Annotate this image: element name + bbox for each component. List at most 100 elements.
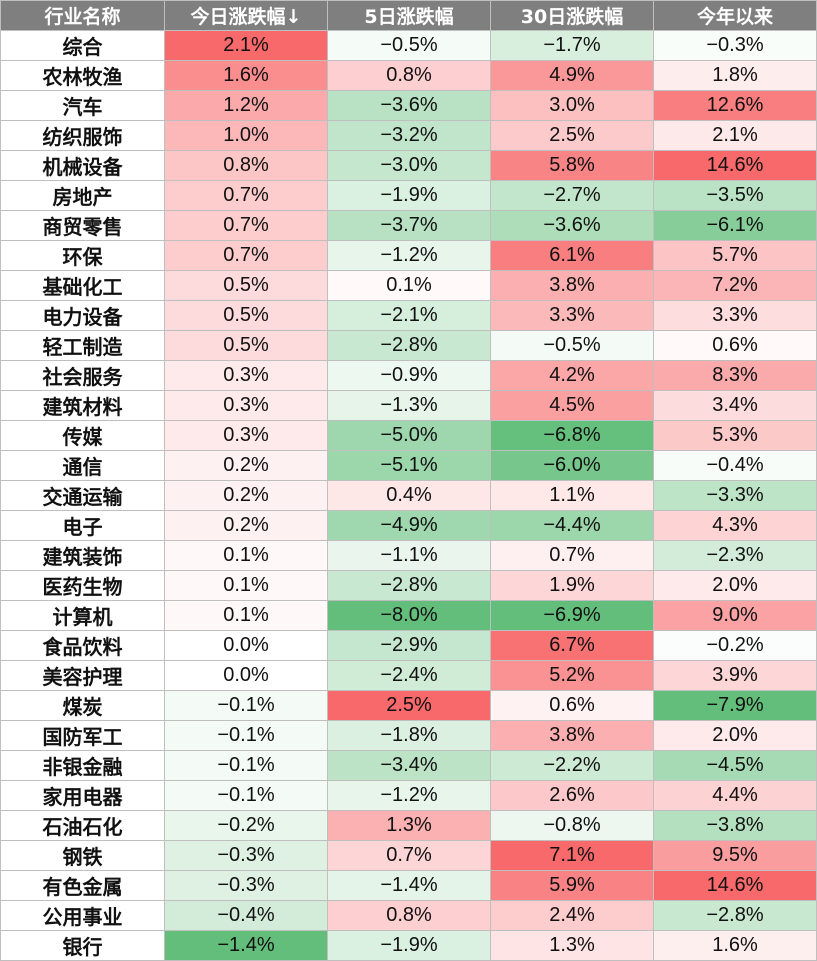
ytd-change-cell: −2.8% [653, 900, 817, 931]
today-change-cell: −0.1% [164, 720, 328, 751]
today-change-cell: 1.0% [164, 120, 328, 151]
30day-change-cell: −0.8% [490, 810, 654, 841]
ytd-change-cell: −0.4% [653, 450, 817, 481]
30day-change-cell: 3.8% [490, 270, 654, 301]
column-header-30day-change[interactable]: 30日涨跌幅 [490, 0, 654, 31]
5day-change-cell: −0.9% [327, 360, 491, 391]
today-change-cell: 0.7% [164, 240, 328, 271]
5day-change-cell: −1.9% [327, 180, 491, 211]
ytd-change-cell: 3.3% [653, 300, 817, 331]
5day-change-cell: −1.2% [327, 780, 491, 811]
sector-name-cell: 煤炭 [0, 690, 165, 721]
5day-change-cell: −4.9% [327, 510, 491, 541]
30day-change-cell: −2.7% [490, 180, 654, 211]
table-row: 交通运输 0.2% 0.4% 1.1% −3.3% [0, 480, 817, 511]
ytd-change-cell: 2.1% [653, 120, 817, 151]
table-row: 计算机 0.1% −8.0% −6.9% 9.0% [0, 600, 817, 631]
sector-name-cell: 家用电器 [0, 780, 165, 811]
5day-change-cell: −0.5% [327, 30, 491, 61]
table-row: 电子 0.2% −4.9% −4.4% 4.3% [0, 510, 817, 541]
ytd-change-cell: 14.6% [653, 870, 817, 901]
ytd-change-cell: 1.8% [653, 60, 817, 91]
today-change-cell: 0.3% [164, 390, 328, 421]
5day-change-cell: −3.7% [327, 210, 491, 241]
5day-change-cell: 0.8% [327, 900, 491, 931]
ytd-change-cell: 2.0% [653, 720, 817, 751]
ytd-change-cell: −7.9% [653, 690, 817, 721]
today-change-cell: −1.4% [164, 930, 328, 961]
ytd-change-cell: 14.6% [653, 150, 817, 181]
column-header-today-change[interactable]: 今日涨跌幅↓ [164, 0, 328, 31]
sector-name-cell: 社会服务 [0, 360, 165, 391]
ytd-change-cell: 4.3% [653, 510, 817, 541]
column-header-ytd-change[interactable]: 今年以来 [653, 0, 817, 31]
table-row: 有色金属 −0.3% −1.4% 5.9% 14.6% [0, 870, 817, 901]
sector-name-cell: 商贸零售 [0, 210, 165, 241]
5day-change-cell: −3.2% [327, 120, 491, 151]
ytd-change-cell: −3.5% [653, 180, 817, 211]
5day-change-cell: 0.4% [327, 480, 491, 511]
today-change-cell: −0.1% [164, 690, 328, 721]
today-change-cell: 0.0% [164, 630, 328, 661]
sector-name-cell: 基础化工 [0, 270, 165, 301]
sector-name-cell: 美容护理 [0, 660, 165, 691]
30day-change-cell: 5.2% [490, 660, 654, 691]
table-row: 农林牧渔 1.6% 0.8% 4.9% 1.8% [0, 60, 817, 91]
ytd-change-cell: 3.4% [653, 390, 817, 421]
30day-change-cell: −4.4% [490, 510, 654, 541]
today-change-cell: 0.8% [164, 150, 328, 181]
ytd-change-cell: 9.0% [653, 600, 817, 631]
5day-change-cell: −2.4% [327, 660, 491, 691]
5day-change-cell: −3.0% [327, 150, 491, 181]
5day-change-cell: 0.8% [327, 60, 491, 91]
sector-name-cell: 电力设备 [0, 300, 165, 331]
table-row: 建筑材料 0.3% −1.3% 4.5% 3.4% [0, 390, 817, 421]
30day-change-cell: 2.5% [490, 120, 654, 151]
column-header-5day-change[interactable]: 5日涨跌幅 [327, 0, 491, 31]
ytd-change-cell: −3.3% [653, 480, 817, 511]
sector-name-cell: 计算机 [0, 600, 165, 631]
30day-change-cell: −0.5% [490, 330, 654, 361]
30day-change-cell: 6.7% [490, 630, 654, 661]
5day-change-cell: −1.4% [327, 870, 491, 901]
table-row: 钢铁 −0.3% 0.7% 7.1% 9.5% [0, 840, 817, 871]
30day-change-cell: 6.1% [490, 240, 654, 271]
5day-change-cell: −3.4% [327, 750, 491, 781]
sector-name-cell: 国防军工 [0, 720, 165, 751]
30day-change-cell: 0.7% [490, 540, 654, 571]
ytd-change-cell: −4.5% [653, 750, 817, 781]
5day-change-cell: −1.1% [327, 540, 491, 571]
table-row: 美容护理 0.0% −2.4% 5.2% 3.9% [0, 660, 817, 691]
sector-name-cell: 公用事业 [0, 900, 165, 931]
ytd-change-cell: 5.7% [653, 240, 817, 271]
table-row: 非银金融 −0.1% −3.4% −2.2% −4.5% [0, 750, 817, 781]
sector-name-cell: 轻工制造 [0, 330, 165, 361]
today-change-cell: −0.1% [164, 750, 328, 781]
today-change-cell: 0.0% [164, 660, 328, 691]
5day-change-cell: −2.8% [327, 330, 491, 361]
5day-change-cell: −2.1% [327, 300, 491, 331]
30day-change-cell: 1.1% [490, 480, 654, 511]
sector-name-cell: 农林牧渔 [0, 60, 165, 91]
sector-name-cell: 传媒 [0, 420, 165, 451]
table-row: 建筑装饰 0.1% −1.1% 0.7% −2.3% [0, 540, 817, 571]
ytd-change-cell: 0.6% [653, 330, 817, 361]
ytd-change-cell: 2.0% [653, 570, 817, 601]
30day-change-cell: 2.6% [490, 780, 654, 811]
table-row: 通信 0.2% −5.1% −6.0% −0.4% [0, 450, 817, 481]
sector-name-cell: 房地产 [0, 180, 165, 211]
table-row: 家用电器 −0.1% −1.2% 2.6% 4.4% [0, 780, 817, 811]
ytd-change-cell: 8.3% [653, 360, 817, 391]
today-change-cell: 0.1% [164, 570, 328, 601]
5day-change-cell: 0.7% [327, 840, 491, 871]
today-change-cell: 1.6% [164, 60, 328, 91]
today-change-cell: −0.2% [164, 810, 328, 841]
table-row: 电力设备 0.5% −2.1% 3.3% 3.3% [0, 300, 817, 331]
30day-change-cell: 4.9% [490, 60, 654, 91]
table-row: 商贸零售 0.7% −3.7% −3.6% −6.1% [0, 210, 817, 241]
ytd-change-cell: 9.5% [653, 840, 817, 871]
ytd-change-cell: −0.3% [653, 30, 817, 61]
table-row: 综合 2.1% −0.5% −1.7% −0.3% [0, 30, 817, 61]
sector-name-cell: 汽车 [0, 90, 165, 121]
